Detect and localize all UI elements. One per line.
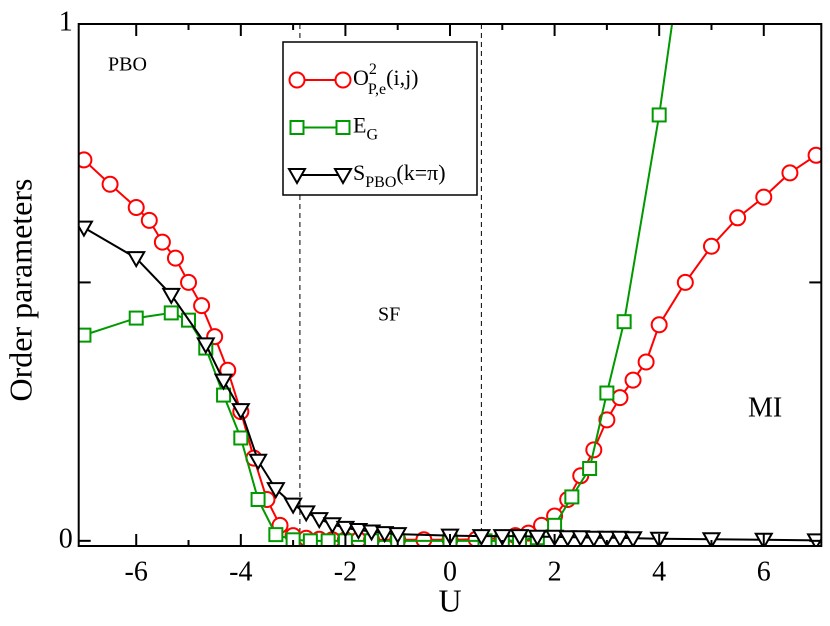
plot-area — [78, 24, 822, 546]
data-point — [266, 482, 286, 500]
data-point — [285, 532, 301, 546]
data-point — [624, 371, 642, 389]
data-point — [651, 107, 667, 123]
legend-name: E — [353, 113, 366, 138]
data-point — [509, 529, 530, 546]
annotation: SF — [378, 304, 400, 326]
data-point — [582, 460, 598, 476]
series-line — [83, 226, 817, 542]
data-point — [616, 314, 632, 330]
data-point — [231, 403, 251, 421]
data-point — [781, 164, 799, 182]
data-point — [166, 249, 184, 267]
legend-suffix: (k=π) — [396, 160, 445, 185]
legend-sub: PBO — [365, 174, 396, 191]
data-point — [492, 529, 513, 546]
data-point — [650, 316, 668, 334]
x-tick-label: 2 — [548, 556, 562, 587]
x-axis-label: U — [438, 582, 461, 618]
legend-marker — [287, 168, 307, 186]
legend-marker — [334, 71, 352, 89]
data-point — [248, 453, 268, 471]
data-point — [335, 520, 356, 538]
data-point — [598, 411, 616, 429]
legend-sup: 2 — [369, 61, 377, 78]
series-line — [83, 154, 817, 541]
data-point — [584, 530, 604, 546]
data-point — [233, 430, 249, 446]
x-tick-label: 4 — [652, 556, 666, 587]
data-point — [755, 188, 773, 206]
data-point — [268, 527, 284, 543]
legend-suffix: (i,j) — [386, 65, 418, 90]
legend-name: O — [353, 65, 369, 90]
data-point — [676, 273, 694, 291]
data-point — [250, 491, 266, 507]
legend-marker — [288, 71, 306, 89]
annotation: PBO — [108, 54, 147, 76]
data-point — [611, 389, 629, 407]
data-point — [153, 233, 171, 251]
data-point — [729, 209, 747, 227]
x-tick-label: -4 — [229, 556, 252, 587]
data-point — [78, 151, 93, 169]
legend-sub: P,e — [368, 81, 386, 98]
data-point — [361, 524, 382, 542]
legend-sub: G — [366, 126, 378, 143]
data-point — [296, 505, 316, 523]
data-point — [126, 251, 146, 269]
data-point — [471, 529, 492, 546]
data-point — [163, 305, 179, 321]
data-point — [564, 489, 580, 505]
data-point — [140, 211, 158, 229]
data-point — [807, 146, 822, 164]
legend-label: EG — [353, 113, 378, 144]
annotation: MI — [748, 392, 782, 423]
data-point — [637, 353, 655, 371]
data-point — [213, 373, 234, 391]
legend-marker — [333, 168, 353, 186]
data-point — [309, 512, 329, 530]
data-point — [599, 385, 615, 401]
data-point — [571, 530, 591, 546]
legend-label: SPBO(k=π) — [353, 160, 446, 191]
legend-marker — [289, 120, 305, 135]
data-point — [180, 273, 198, 291]
y-axis-label: Order parameters — [2, 179, 38, 402]
data-point — [128, 310, 144, 326]
data-point — [193, 297, 211, 315]
data-point — [161, 287, 181, 305]
y-tick-label: 1 — [59, 6, 73, 37]
data-point — [78, 327, 92, 343]
data-point — [302, 533, 318, 546]
x-tick-label: 6 — [757, 556, 771, 587]
data-point — [597, 530, 617, 546]
x-tick-label: -6 — [125, 556, 148, 587]
x-tick-label: -2 — [334, 556, 357, 587]
data-point — [387, 527, 408, 545]
legend-label: O2 P,e(i,j) — [353, 61, 419, 98]
data-point — [101, 175, 119, 193]
y-tick-label: 0 — [59, 523, 73, 554]
data-point — [374, 526, 395, 544]
data-point — [348, 522, 369, 540]
data-point — [320, 533, 336, 546]
x-tick-label: 0 — [443, 556, 457, 587]
data-point — [527, 529, 548, 546]
data-point — [78, 220, 94, 238]
legend-name: S — [353, 160, 365, 185]
data-point — [623, 531, 643, 546]
data-point — [127, 198, 145, 216]
data-point — [196, 337, 216, 355]
data-point — [702, 237, 720, 255]
axes: -6 -4 -2 0 2 4 6 0 1 — [59, 6, 823, 587]
data-point — [557, 530, 578, 546]
data-point — [610, 530, 630, 546]
legend-box — [282, 41, 478, 196]
data-point — [701, 532, 722, 546]
legend-marker — [335, 120, 351, 135]
